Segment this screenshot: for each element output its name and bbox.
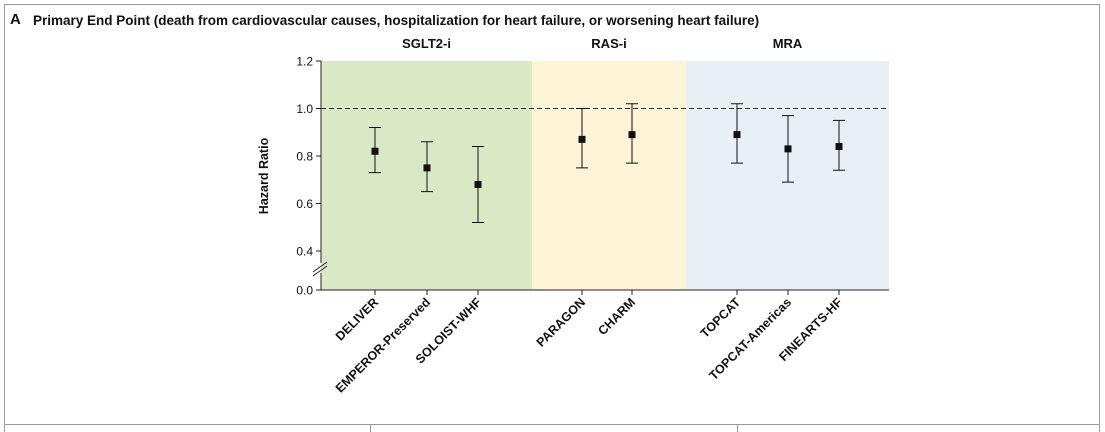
group-label-1: RAS-i (591, 36, 626, 51)
panel-letter: A (10, 11, 21, 28)
x-tick-label-0-0: DELIVER (333, 295, 381, 343)
hr-point-2-1 (784, 145, 792, 153)
group-band-1 (532, 61, 686, 290)
x-tick-label-1-1: CHARM (595, 295, 638, 338)
y-axis-label: Hazard Ratio (257, 137, 271, 214)
hr-point-2-2 (835, 143, 843, 150)
hr-point-1-0 (578, 135, 586, 143)
group-label-2: MRA (773, 36, 803, 51)
hr-point-0-0 (371, 147, 379, 155)
y-tick-label-1: 1.0 (296, 102, 313, 116)
hr-point-0-2 (474, 181, 482, 188)
x-tick-label-2-0: TOPCAT (698, 295, 744, 341)
axis-break-mark-1 (312, 261, 328, 273)
panel-title: Primary End Point (death from cardiovasc… (33, 13, 760, 28)
x-tick-label-0-1: EMPEROR-Preserved (333, 295, 433, 395)
hr-point-1-1 (628, 131, 636, 139)
hr-point-0-1 (423, 164, 431, 172)
y-tick-label-2: 0.8 (296, 150, 313, 164)
group-label-0: SGLT2-i (402, 36, 451, 51)
y-tick-label-3: 0.6 (296, 197, 313, 211)
y-tick-label-0: 1.2 (296, 55, 313, 69)
axis-break-mark-2 (312, 265, 328, 277)
y-tick-label-4: 0.4 (296, 245, 313, 259)
y-tick-label-5: 0.0 (296, 284, 313, 298)
hr-point-2-0 (733, 131, 741, 139)
x-tick-label-1-0: PARAGON (534, 295, 588, 349)
